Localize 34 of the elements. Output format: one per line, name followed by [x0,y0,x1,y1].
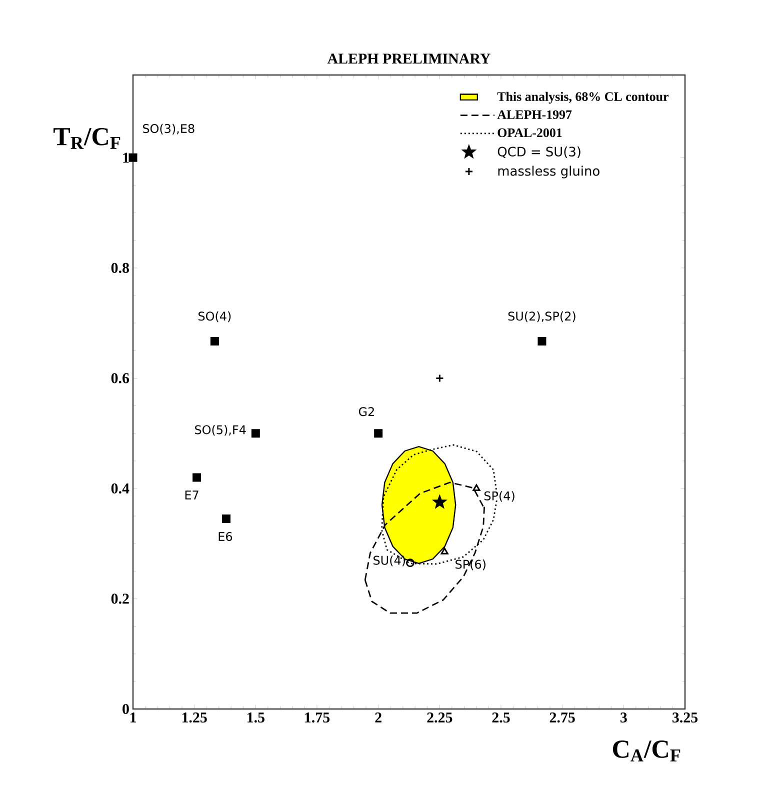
y-tick-label: 0.6 [111,373,130,384]
legend-label: QCD = SU(3) [498,146,580,158]
y-tick-label: 0.8 [111,262,129,274]
x-tick-label: 3 [620,712,627,723]
series-label: SP(4) [484,491,514,502]
legend-label: massless gluino [498,166,600,178]
y-axis-title: T$_{R}$/C$_{F}$ [54,128,120,149]
x-tick-label: 1.75 [305,712,330,723]
series-label: SU(2),SP(2) [508,311,576,322]
legend-label: OPAL-2001 [498,128,562,138]
chart-title: ALEPH PRELIMINARY [327,54,490,64]
y-tick-label: 1 [123,152,129,163]
x-tick-label: 3.25 [672,712,698,723]
legend-label: ALEPH-1997 [497,110,572,120]
x-tick-label: 2.75 [550,712,575,723]
x-axis-title: C$_{A}$/C$_{F}$ [612,740,680,762]
x-tick-label: 2.5 [492,712,510,723]
y-tick-label: 0.2 [111,594,129,604]
x-tick-label: 2 [375,712,382,722]
series-label: SO(3),E8 [142,124,194,134]
series-label: SO(4) [198,311,231,322]
series-label: SP(6) [456,560,486,570]
x-tick-label: 1.25 [182,712,207,723]
y-tick-label: 0.4 [111,483,130,494]
series-label: E6 [218,532,232,542]
x-tick-label: 2.25 [427,712,452,723]
series-label: SU(4) [374,556,405,566]
series-label: SO(5),F4 [195,425,246,436]
y-tick-label: 0 [122,704,129,714]
x-tick-label: 1 [130,712,136,722]
series-label: G2 [358,407,374,416]
series-label: E7 [185,490,198,500]
x-tick-label: 1.5 [248,712,264,723]
legend-label: This analysis, 68% CL contour [497,92,668,104]
